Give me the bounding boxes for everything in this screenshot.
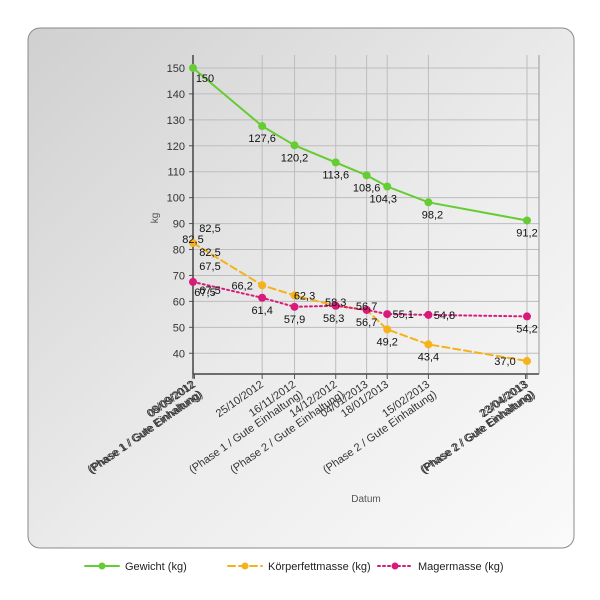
chart-panel	[27, 27, 575, 549]
data-label-magermasse-kg: 57,9	[284, 314, 305, 326]
y-tick-label: 100	[167, 193, 185, 205]
y-axis-title: kg	[150, 213, 161, 224]
data-label-gewicht-kg: 91,2	[516, 227, 537, 239]
data-point-magermasse-kg	[189, 277, 197, 286]
data-point-magermasse-kg	[331, 301, 340, 310]
y-tick-label: 80	[173, 245, 185, 257]
data-point-gewicht-kg	[383, 182, 392, 191]
y-tick-label: 130	[167, 115, 185, 127]
data-label-gewicht-kg: 113,6	[322, 169, 349, 181]
legend-label-magermasse-kg: Magermasse (kg)	[418, 561, 504, 573]
data-label-magermasse-kg: 54,8	[434, 310, 455, 322]
data-label-gewicht-kg: 108,6	[353, 182, 381, 194]
data-point-k-rperfettmasse-kg	[523, 357, 531, 366]
data-label-gewicht-kg: 127,6	[248, 133, 276, 145]
data-label-magermasse-kg: 54,2	[516, 323, 537, 335]
data-point-gewicht-kg	[258, 122, 267, 131]
y-tick-label: 50	[173, 322, 185, 334]
data-point-gewicht-kg	[362, 171, 371, 180]
data-label-gewicht-kg: 104,3	[369, 193, 397, 205]
data-point-gewicht-kg	[290, 141, 299, 150]
data-label-extra: 82,5	[199, 223, 220, 235]
legend-marker-k-rperfettmasse-kg	[241, 562, 249, 570]
y-tick-label: 110	[167, 167, 185, 179]
data-label-k-rperfettmasse-kg: 66,2	[231, 280, 252, 292]
series-line-gewicht-kg	[192, 67, 528, 222]
series-line-k-rperfettmasse-kg	[192, 242, 528, 362]
y-tick-label: 140	[167, 89, 185, 101]
data-point-k-rperfettmasse-kg	[424, 340, 433, 349]
legend-marker-gewicht-kg	[98, 562, 106, 570]
data-label-extra: 67,5	[199, 261, 220, 273]
data-label-magermasse-kg: 55,1	[393, 309, 414, 321]
data-label-magermasse-kg: 67,5	[194, 287, 215, 299]
data-point-gewicht-kg	[331, 158, 340, 167]
legend-label-gewicht-kg: Gewicht (kg)	[125, 561, 187, 573]
legend-marker-magermasse-kg	[391, 562, 399, 570]
data-label-k-rperfettmasse-kg: 58,3	[323, 313, 344, 325]
data-label-k-rperfettmasse-kg: 43,4	[418, 351, 439, 363]
legend: Gewicht (kg) Körperfettmasse (kg) Magermas…	[84, 561, 504, 573]
series-magermasse-kg	[189, 277, 531, 321]
data-label-extra: 67,5	[199, 285, 220, 297]
data-label-gewicht-kg: 150	[196, 73, 214, 85]
data-label-magermasse-kg: 58,3	[325, 297, 346, 309]
y-tick-label: 150	[167, 63, 185, 75]
data-label-k-rperfettmasse-kg: 56,7	[356, 317, 377, 329]
x-axis-title: Datum	[351, 494, 380, 505]
data-label-k-rperfettmasse-kg: 49,2	[377, 336, 398, 348]
data-label-extra: 82,5	[199, 247, 220, 259]
data-label-k-rperfettmasse-kg: 62,3	[294, 290, 315, 302]
data-point-k-rperfettmasse-kg	[290, 291, 299, 300]
legend-label-k-rperfettmasse-kg: Körperfettmasse (kg)	[268, 561, 371, 573]
data-point-k-rperfettmasse-kg	[189, 239, 197, 248]
data-label-gewicht-kg: 98,2	[422, 209, 443, 221]
data-point-magermasse-kg	[258, 293, 267, 302]
y-tick-label: 60	[173, 296, 185, 308]
series-layer	[189, 63, 531, 366]
data-label-magermasse-kg: 61,4	[251, 305, 272, 317]
data-point-magermasse-kg	[523, 312, 531, 321]
y-tick-label: 120	[167, 141, 185, 153]
y-tick-label: 40	[173, 348, 185, 360]
data-point-magermasse-kg	[424, 310, 433, 319]
data-point-gewicht-kg	[189, 63, 197, 72]
data-point-k-rperfettmasse-kg	[258, 281, 267, 290]
series-line-magermasse-kg	[192, 280, 528, 318]
data-point-magermasse-kg	[290, 302, 299, 311]
data-point-gewicht-kg	[523, 216, 531, 225]
legend-item-magermasse-kg: Magermasse (kg)	[377, 561, 504, 573]
y-tick-label: 70	[173, 270, 185, 282]
data-label-k-rperfettmasse-kg: 82,5	[182, 234, 203, 246]
data-point-gewicht-kg	[424, 198, 433, 207]
data-point-k-rperfettmasse-kg	[383, 325, 392, 334]
series-gewicht-kg	[189, 63, 531, 225]
data-label-magermasse-kg: 56,7	[356, 301, 377, 313]
data-label-k-rperfettmasse-kg: 37,0	[494, 356, 515, 368]
legend-item-gewicht-kg: Gewicht (kg)	[84, 561, 187, 573]
legend-item-k-rperfettmasse-kg: Körperfettmasse (kg)	[227, 561, 371, 573]
data-label-gewicht-kg: 120,2	[281, 152, 309, 164]
y-tick-label: 90	[173, 219, 185, 231]
data-point-magermasse-kg	[383, 310, 392, 319]
data-point-magermasse-kg	[362, 305, 371, 314]
